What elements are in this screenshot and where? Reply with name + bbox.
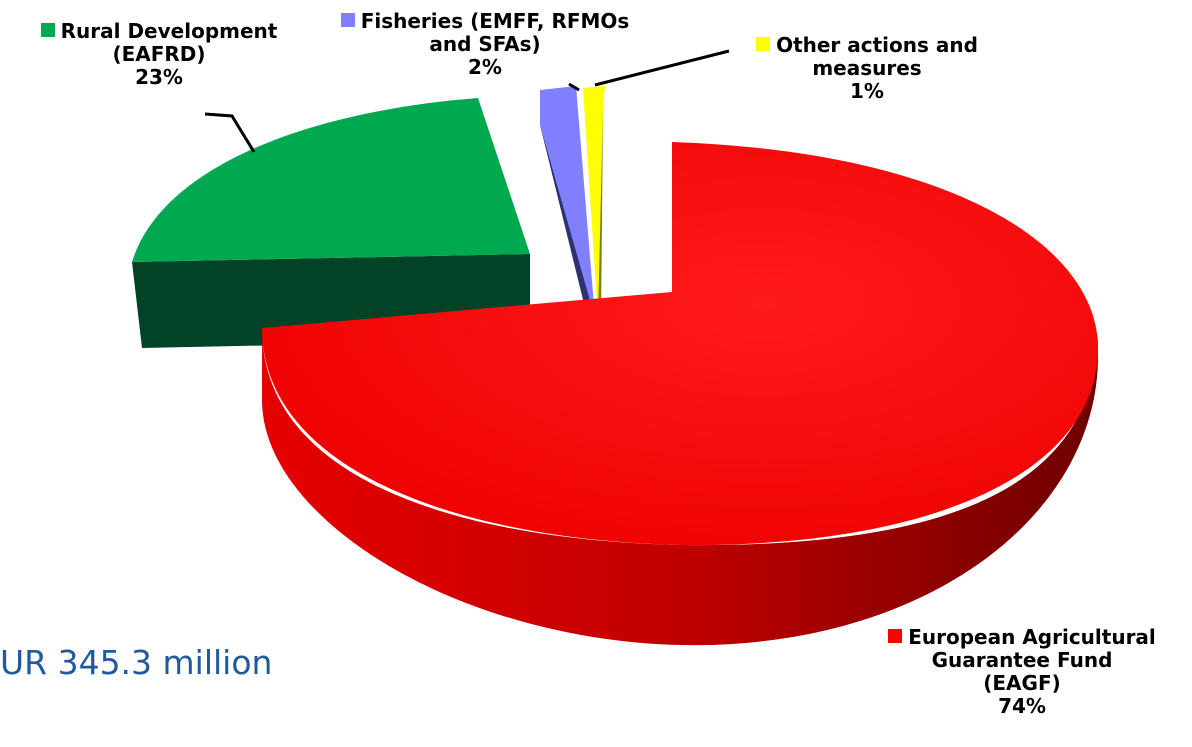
other-actions-line2: measures	[812, 56, 922, 80]
fisheries-top	[540, 86, 595, 318]
fisheries-pct: 2%	[468, 55, 502, 79]
label-other-actions: Other actions and measures 1%	[722, 34, 1012, 103]
eagf-side	[262, 328, 1098, 646]
other-actions-swatch	[756, 37, 771, 51]
slice-other-actions	[583, 86, 605, 318]
slice-fisheries	[540, 86, 595, 320]
fisheries-line2: and SFAs)	[429, 32, 541, 56]
eagf-swatch	[888, 629, 903, 643]
leader-line-fisheries	[568, 82, 580, 92]
rural-development-top	[132, 98, 530, 262]
rural-development-swatch	[40, 23, 55, 37]
leader-line-rural-development	[204, 112, 256, 153]
eagf-line1: European Agricultural	[908, 625, 1156, 649]
eagf-top	[262, 142, 1099, 546]
fisheries-swatch	[340, 13, 355, 27]
rural-development-line2: (EAFRD)	[112, 42, 206, 66]
label-rural-development: Rural Development (EAFRD) 23%	[9, 20, 309, 89]
rural-development-line1: Rural Development	[60, 19, 278, 43]
other-actions-top	[583, 86, 605, 318]
total-amount-label: UR 345.3 million	[0, 643, 273, 682]
rural-development-pct: 23%	[135, 65, 183, 89]
leader-line-other-actions	[594, 49, 730, 87]
eagf-pct: 74%	[998, 694, 1046, 718]
eagf-line2: Guarantee Fund	[931, 648, 1113, 672]
label-fisheries: Fisheries (EMFF, RFMOs and SFAs) 2%	[305, 10, 665, 79]
eagf-line3: (EAGF)	[983, 671, 1061, 695]
fisheries-line1: Fisheries (EMFF, RFMOs	[360, 9, 630, 33]
other-actions-pct: 1%	[850, 79, 884, 103]
other-actions-line1: Other actions and	[776, 33, 978, 57]
slice-eagf	[262, 142, 1099, 646]
label-eagf: European Agricultural Guarantee Fund (EA…	[862, 626, 1182, 718]
